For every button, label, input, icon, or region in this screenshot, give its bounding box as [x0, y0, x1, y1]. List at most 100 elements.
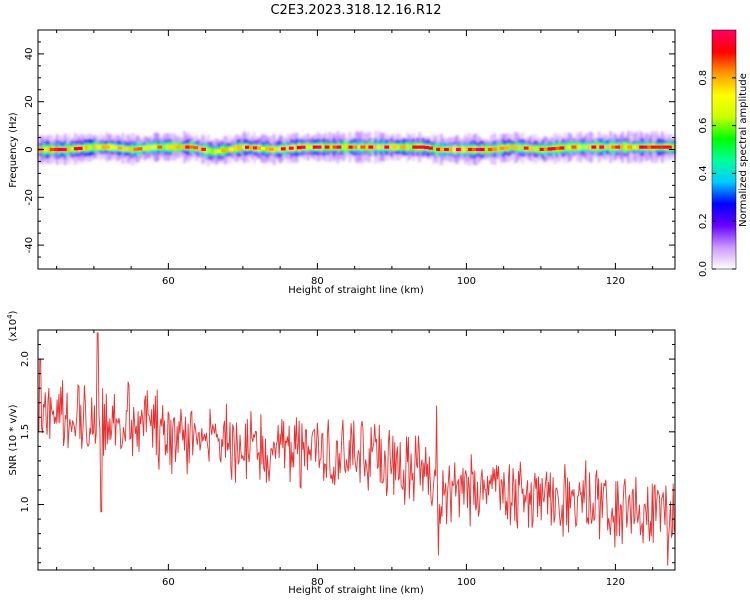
spectrogram-cell: [177, 144, 180, 150]
snr-y-scale: (x104): [6, 310, 19, 341]
spectrogram-cell: [575, 145, 579, 149]
spectrogram-cell: [454, 146, 457, 153]
spectrogram-cell: [47, 147, 51, 152]
spectrogram-peak-cell: [352, 145, 358, 149]
spectrogram-peak-cell: [189, 145, 195, 149]
spectrogram-peak-cell: [296, 145, 302, 150]
spectrogram-cell: [225, 147, 228, 153]
spectrogram-cell: [406, 144, 409, 150]
spectrogram-cell: [215, 149, 218, 154]
spectrogram-cell: [376, 145, 379, 150]
spectrogram-cell: [344, 144, 348, 150]
spectrogram-peak-cell: [444, 147, 449, 152]
spectrogram-cell: [533, 147, 537, 151]
spectrogram-cell: [625, 144, 628, 150]
spectrogram-cell: [633, 145, 636, 149]
spectrogram-cell: [93, 144, 97, 150]
spectrogram-peak-cell: [551, 147, 557, 151]
spectrogram-cell: [515, 145, 519, 150]
spectrogram-cell: [276, 146, 280, 152]
spectrogram-cell: [432, 146, 435, 151]
spectrogram-cell: [304, 145, 308, 150]
spectrogram-cell: [213, 150, 216, 154]
spectrogram-cell: [567, 145, 571, 150]
spectrogram-cell: [390, 145, 393, 149]
spectrogram-peak-cell: [491, 147, 497, 151]
spectrogram-cell: [85, 145, 89, 151]
spectrogram-x-label: Height of straight line (km): [288, 285, 424, 296]
spectrogram-peak-cell: [57, 147, 63, 152]
snr-series-line: [37, 332, 676, 566]
spectrogram-cell: [81, 146, 85, 151]
spectrogram-cell: [69, 147, 73, 151]
spectrogram-cell: [179, 144, 182, 150]
spectrogram-peak-cell: [245, 145, 250, 149]
spectrogram-cell: [517, 146, 521, 150]
spectrogram-y-ticks: 40 20 0 -20 -40: [24, 41, 675, 258]
spectrogram-cell: [235, 146, 238, 151]
snr-y-label: SNR (10 * v/v): [8, 404, 19, 475]
snr-x-ticks: 60 80 100 120: [56, 330, 654, 588]
spectrogram-cell: [589, 144, 592, 150]
spectrogram-peak-cell: [169, 145, 175, 149]
spectrogram-cell: [125, 146, 129, 152]
spectrogram-peak-cell: [571, 145, 577, 149]
spectrogram-cell: [605, 145, 608, 149]
spectrogram-peak-cell: [412, 145, 418, 149]
spectrogram-peak-cell: [300, 145, 306, 149]
spectrogram-cell: [45, 147, 49, 152]
spectrogram-peak-cell: [316, 145, 322, 149]
colorbar-label: Normalized spectral amplitude: [738, 73, 749, 227]
spectrogram-peak-cell: [523, 146, 529, 150]
spectrogram-cell: [97, 145, 101, 150]
spectrogram-peak-cell: [101, 145, 107, 149]
spectrogram-y-tick-label: 20: [24, 95, 35, 108]
spectrogram-cell: [211, 148, 214, 155]
spectrogram-peak-cell: [312, 145, 318, 149]
spectrogram-cell: [380, 145, 383, 150]
spectrogram-cell: [243, 144, 246, 150]
figure-title: C2E3.2023.318.12.16.R12: [270, 3, 441, 18]
spectrogram-cell: [173, 144, 176, 150]
spectrogram-peak-cell: [627, 145, 633, 149]
spectrogram-cell: [278, 146, 282, 152]
spectrogram-peak-cell: [280, 147, 286, 151]
spectrogram-peak-cell: [288, 146, 294, 150]
spectrogram-peak-cell: [643, 145, 648, 149]
spectrogram-peak-cell: [157, 145, 163, 149]
colorbar-tick-label: 0.0: [698, 261, 709, 277]
spectrogram-cell: [272, 147, 276, 152]
spectrogram-peak-cell: [256, 146, 262, 150]
spectrogram-peak-cell: [53, 147, 59, 152]
spectrogram-cell: [89, 145, 93, 150]
spectrogram-cell: [519, 146, 523, 150]
spectrogram-cell: [292, 146, 296, 150]
spectrogram-peak-cell: [260, 146, 266, 151]
spectrogram-cell: [274, 147, 278, 152]
spectrogram-cell: [209, 149, 212, 153]
spectrogram-peak-cell: [117, 146, 123, 150]
spectrogram-cell: [71, 147, 75, 151]
spectrogram-cell: [207, 148, 210, 153]
spectrogram-cell: [372, 144, 376, 150]
spectrogram-peak-cell: [264, 147, 270, 151]
spectrogram-cell: [577, 144, 581, 150]
spectrogram-cell: [328, 144, 332, 150]
spectrogram-cell: [535, 147, 539, 152]
snr-x-tick-label: 100: [457, 577, 476, 588]
spectrogram-peak-cell: [475, 147, 481, 152]
spectrogram-cell: [485, 147, 489, 152]
spectrogram-peak-cell: [348, 145, 354, 149]
spectrogram-peak-cell: [539, 147, 545, 151]
spectrogram-cell: [95, 145, 99, 150]
spectrogram-cell: [65, 147, 69, 152]
colorbar-tick-label: 0.6: [698, 118, 709, 134]
spectrogram-cell: [131, 146, 135, 153]
spectrogram-peak-cell: [77, 146, 83, 150]
spectrogram-cell: [123, 146, 127, 151]
spectrogram-cell: [199, 146, 202, 152]
spectrogram-peak-cell: [400, 145, 406, 149]
spectrogram-panel: 60 80 100 120 40 20 0 -20 -40 Height of straigh…: [8, 29, 676, 296]
spectrogram-peak-cell: [133, 147, 139, 151]
